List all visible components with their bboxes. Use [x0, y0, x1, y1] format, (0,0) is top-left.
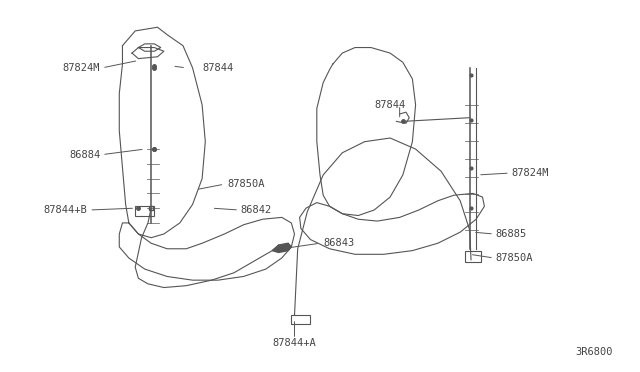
Bar	[135, 206, 154, 215]
Text: 87844: 87844	[202, 63, 234, 73]
Bar	[291, 315, 310, 324]
Text: 86885: 86885	[495, 229, 527, 239]
Text: 87824M: 87824M	[511, 168, 548, 178]
Text: 86843: 86843	[323, 238, 355, 248]
Text: 3R6800: 3R6800	[575, 347, 613, 357]
Text: 87844: 87844	[374, 100, 406, 110]
Text: 87844+B: 87844+B	[44, 205, 88, 215]
Text: 86842: 86842	[241, 205, 271, 215]
Polygon shape	[272, 243, 291, 253]
Text: 87844+A: 87844+A	[273, 338, 316, 348]
Text: 87850A: 87850A	[495, 253, 532, 263]
Text: 86884: 86884	[69, 150, 100, 160]
Text: 87850A: 87850A	[228, 179, 265, 189]
Text: 87824M: 87824M	[63, 63, 100, 73]
Bar	[465, 251, 481, 262]
